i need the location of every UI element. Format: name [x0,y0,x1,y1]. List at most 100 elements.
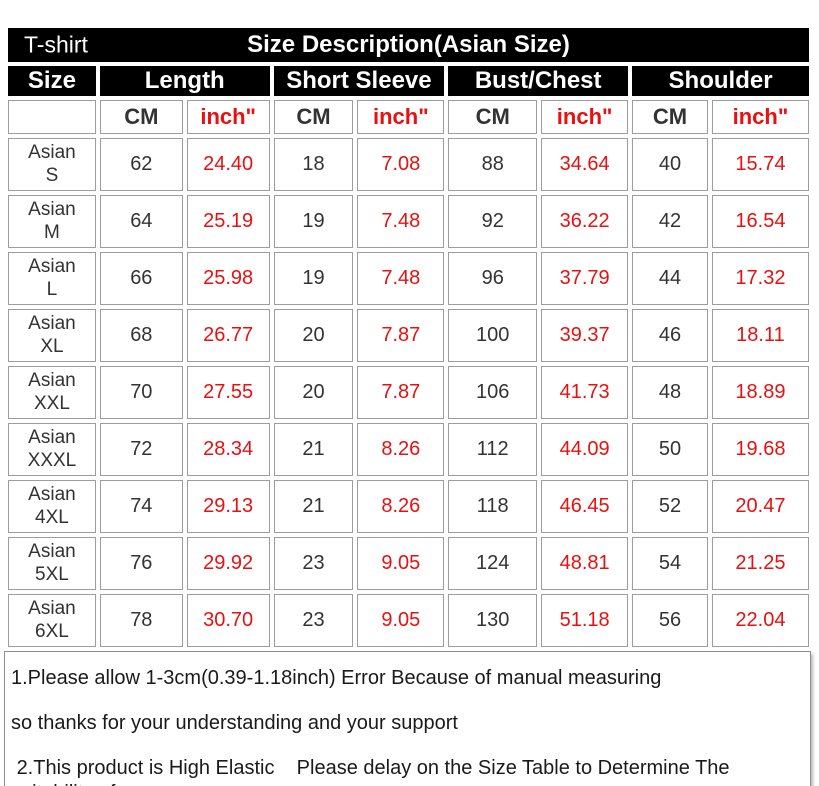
size-cell: Asian M [8,195,96,248]
note-thanks: so thanks for your understanding and you… [11,712,458,734]
bust-cm-cell: 118 [448,480,538,533]
shoulder-inch-cell: 16.54 [711,195,809,248]
units-blank-cell [8,100,96,134]
note-measuring-error: 1.Please allow 1-3cm(0.39-1.18inch) Erro… [11,667,662,689]
sleeve-cm-cell: 19 [273,252,354,305]
length-inch-cell: 29.13 [186,480,270,533]
length-cm-cell: 68 [99,309,183,362]
shoulder-inch-cell: 22.04 [711,594,809,647]
length-cm-cell: 74 [99,480,183,533]
bust-inch-cell: 46.45 [541,480,629,533]
bust-cm-cell: 124 [448,537,538,590]
length-inch-cell: 25.98 [186,252,270,305]
bust-inch-cell: 34.64 [541,138,629,191]
shoulder-cm-cell: 42 [632,195,708,248]
size-cell: Asian XL [8,309,96,362]
length-inch-cell: 27.55 [186,366,270,419]
shoulder-inch-cell: 17.32 [711,252,809,305]
table-row: Asian L 66 25.98 19 7.48 96 37.79 44 17.3… [8,252,809,305]
bust-inch-cell: 44.09 [541,423,629,476]
shoulder-cm-cell: 52 [632,480,708,533]
length-inch-cell: 24.40 [186,138,270,191]
shoulder-cm-cell: 54 [632,537,708,590]
table-row: Asian M 64 25.19 19 7.48 92 36.22 42 16.5… [8,195,809,248]
length-cm-cell: 72 [99,423,183,476]
size-cell: Asian 4XL [8,480,96,533]
product-label: T-shirt [24,31,88,58]
sleeve-cm-cell: 20 [273,366,354,419]
size-cell: Asian 5XL [8,537,96,590]
unit-cm-label: CM [632,100,708,134]
shoulder-cm-cell: 44 [632,252,708,305]
bust-inch-cell: 36.22 [541,195,629,248]
length-cm-cell: 78 [99,594,183,647]
unit-inch-label: inch" [357,100,445,134]
size-cell: Asian XXL [8,366,96,419]
bust-cm-cell: 106 [448,366,538,419]
sleeve-cm-cell: 18 [273,138,354,191]
bust-inch-cell: 41.73 [541,366,629,419]
bust-cm-cell: 112 [448,423,538,476]
col-header-short-sleeve: Short Sleeve [273,66,445,96]
bust-inch-cell: 39.37 [541,309,629,362]
length-inch-cell: 25.19 [186,195,270,248]
bust-inch-cell: 48.81 [541,537,629,590]
shoulder-inch-cell: 20.47 [711,480,809,533]
col-header-bust-chest: Bust/Chest [448,66,629,96]
length-inch-cell: 30.70 [186,594,270,647]
sleeve-inch-cell: 7.87 [357,309,445,362]
table-row: Asian 4XL 74 29.13 21 8.26 118 46.45 52 2… [8,480,809,533]
shoulder-inch-cell: 18.11 [711,309,809,362]
table-row: Asian XL 68 26.77 20 7.87 100 39.37 46 18… [8,309,809,362]
sleeve-cm-cell: 20 [273,309,354,362]
units-row: CM inch" CM inch" CM inch" CM inch" [8,100,809,134]
col-header-length: Length [99,66,270,96]
bust-cm-cell: 130 [448,594,538,647]
shoulder-inch-cell: 21.25 [711,537,809,590]
unit-inch-label: inch" [541,100,629,134]
length-inch-cell: 26.77 [186,309,270,362]
bust-cm-cell: 88 [448,138,538,191]
bust-inch-cell: 37.79 [541,252,629,305]
notes-box: 1.Please allow 1-3cm(0.39-1.18inch) Erro… [4,651,811,786]
shoulder-inch-cell: 18.89 [711,366,809,419]
length-cm-cell: 70 [99,366,183,419]
page-title: Size Description(Asian Size) [247,31,570,58]
size-cell: Asian XXXL [8,423,96,476]
length-cm-cell: 66 [99,252,183,305]
shoulder-cm-cell: 40 [632,138,708,191]
table-row: Asian S 62 24.40 18 7.08 88 34.64 40 15.7… [8,138,809,191]
unit-inch-label: inch" [186,100,270,134]
bust-inch-cell: 51.18 [541,594,629,647]
col-header-size: Size [8,66,96,96]
bust-cm-cell: 92 [448,195,538,248]
sleeve-inch-cell: 9.05 [357,537,445,590]
length-cm-cell: 64 [99,195,183,248]
sleeve-inch-cell: 7.87 [357,366,445,419]
bust-cm-cell: 100 [448,309,538,362]
sleeve-inch-cell: 7.48 [357,252,445,305]
length-cm-cell: 62 [99,138,183,191]
title-row: T-shirt Size Description(Asian Size) [8,28,809,62]
table-row: Asian 5XL 76 29.92 23 9.05 124 48.81 54 2… [8,537,809,590]
sleeve-inch-cell: 8.26 [357,423,445,476]
shoulder-cm-cell: 46 [632,309,708,362]
length-inch-cell: 28.34 [186,423,270,476]
unit-cm-label: CM [448,100,538,134]
sleeve-inch-cell: 8.26 [357,480,445,533]
col-header-shoulder: Shoulder [632,66,809,96]
shoulder-cm-cell: 50 [632,423,708,476]
sleeve-cm-cell: 21 [273,480,354,533]
size-chart-table: T-shirt Size Description(Asian Size) Siz… [4,24,813,651]
sleeve-cm-cell: 19 [273,195,354,248]
length-inch-cell: 29.92 [186,537,270,590]
sleeve-cm-cell: 21 [273,423,354,476]
table-row: Asian XXL 70 27.55 20 7.87 106 41.73 48 1… [8,366,809,419]
length-cm-cell: 76 [99,537,183,590]
sleeve-inch-cell: 7.48 [357,195,445,248]
sleeve-inch-cell: 7.08 [357,138,445,191]
unit-inch-label: inch" [711,100,809,134]
column-header-row: Size Length Short Sleeve Bust/Chest Shou… [8,66,809,96]
table-row: Asian XXXL 72 28.34 21 8.26 112 44.09 50 … [8,423,809,476]
bust-cm-cell: 96 [448,252,538,305]
